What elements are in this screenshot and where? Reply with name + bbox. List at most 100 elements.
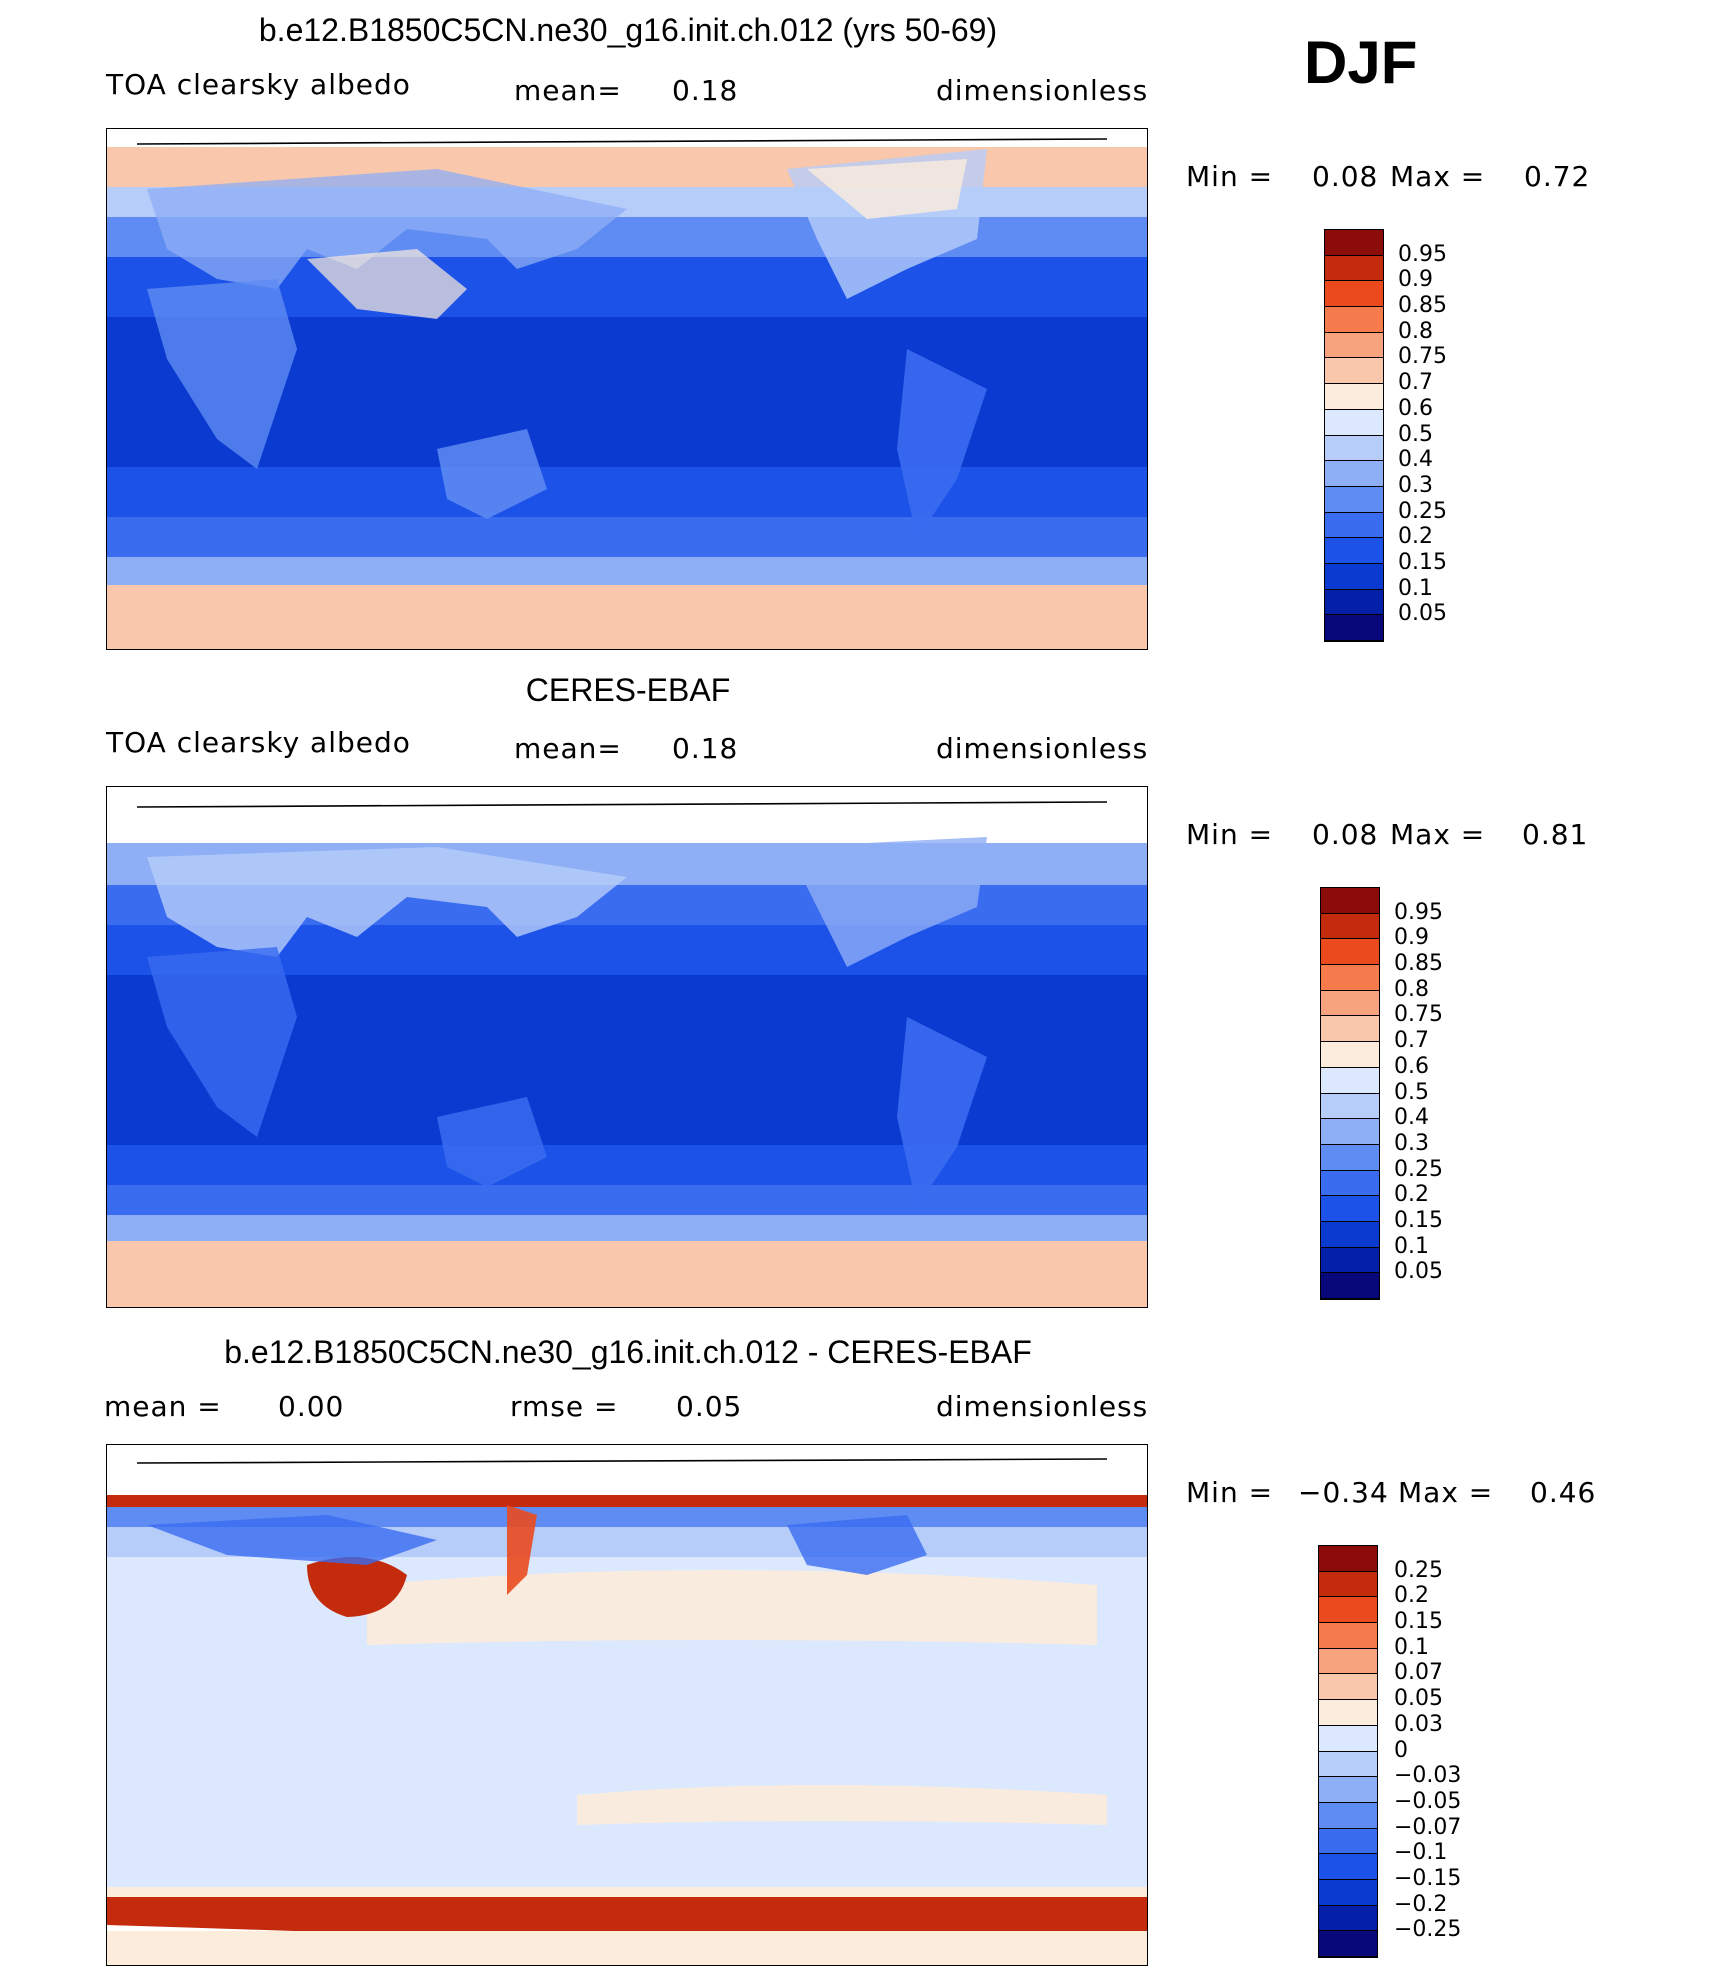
- colorbar-swatch: [1319, 1623, 1377, 1649]
- colorbar-tick-label: 0.15: [1394, 1207, 1443, 1233]
- colorbar-swatch: [1325, 409, 1383, 436]
- colorbar-tick-label: 0.05: [1398, 601, 1447, 627]
- panel2-max-label: Max =: [1390, 818, 1486, 851]
- colorbar-swatch: [1319, 1751, 1377, 1778]
- colorbar-tick-label: 0.3: [1398, 472, 1433, 498]
- colorbar-swatch: [1321, 1093, 1379, 1120]
- colorbar-tick-label: 0.85: [1394, 951, 1443, 977]
- colorbar-swatch: [1325, 461, 1383, 487]
- panel1-max-label: Max =: [1390, 160, 1486, 193]
- colorbar-swatch: [1319, 1879, 1377, 1906]
- panel3-units: dimensionless: [936, 1390, 1149, 1423]
- panel2-mean-label: mean=: [514, 732, 622, 765]
- colorbar-tick-label: 0.7: [1394, 1028, 1429, 1054]
- colorbar-tick-label: 0.4: [1394, 1105, 1429, 1131]
- colorbar-tick-label: 0.1: [1394, 1634, 1429, 1660]
- colorbar-tick-label: 0.2: [1394, 1583, 1429, 1609]
- panel2-min-label: Min =: [1186, 818, 1274, 851]
- panel2-mean-value: 0.18: [672, 732, 739, 765]
- colorbar-tick-label: 0.25: [1394, 1156, 1443, 1182]
- colorbar-swatch: [1325, 486, 1383, 513]
- colorbar-swatch: [1321, 1196, 1379, 1222]
- colorbar-tick-label: 0.95: [1394, 899, 1443, 925]
- colorbar-swatch: [1325, 589, 1383, 616]
- colorbar-tick-label: 0.03: [1394, 1711, 1443, 1737]
- colorbar-swatch: [1321, 913, 1379, 940]
- panel2-map: [106, 786, 1148, 1308]
- colorbar-swatch: [1321, 1170, 1379, 1197]
- colorbar-swatch: [1319, 1648, 1377, 1675]
- panel3-rmse-label: rmse =: [510, 1390, 619, 1423]
- colorbar-tick-label: 0.3: [1394, 1130, 1429, 1156]
- colorbar-tick-label: −0.25: [1394, 1917, 1462, 1943]
- panel1-max-value: 0.72: [1524, 160, 1591, 193]
- colorbar-tick-label: 0.75: [1394, 1002, 1443, 1028]
- colorbar-tick-label: 0.4: [1398, 447, 1433, 473]
- colorbar-swatch: [1319, 1854, 1377, 1880]
- panel1-colorbar-ticks: 0.95 0.9 0.85 0.8 0.75 0.7 0.6 0.5 0.4 0.3 0.25 0.2…: [1398, 229, 1498, 642]
- colorbar-swatch: [1325, 230, 1383, 256]
- panel2-min-value: 0.08: [1312, 818, 1379, 851]
- colorbar-tick-label: 0.8: [1398, 318, 1433, 344]
- colorbar-swatch: [1325, 307, 1383, 333]
- colorbar-tick-label: 0.2: [1394, 1182, 1429, 1208]
- panel2-units: dimensionless: [936, 732, 1149, 765]
- colorbar-swatch: [1325, 384, 1383, 410]
- colorbar-swatch: [1319, 1802, 1377, 1829]
- panel3-title: b.e12.B1850C5CN.ne30_g16.init.ch.012 - C…: [224, 1334, 1032, 1370]
- panel1-min-label: Min =: [1186, 160, 1274, 193]
- colorbar-tick-label: 0.8: [1394, 976, 1429, 1002]
- colorbar-swatch: [1321, 1144, 1379, 1171]
- season-label: DJF: [1304, 29, 1418, 96]
- colorbar-swatch: [1319, 1931, 1377, 1957]
- colorbar-swatch: [1321, 1042, 1379, 1068]
- colorbar-tick-label: 0.1: [1394, 1233, 1429, 1259]
- colorbar-swatch: [1319, 1700, 1377, 1726]
- colorbar-tick-label: −0.05: [1394, 1788, 1462, 1814]
- colorbar-swatch: [1325, 332, 1383, 359]
- colorbar-swatch: [1321, 939, 1379, 966]
- panel2-title: CERES-EBAF: [525, 672, 731, 708]
- panel3-colorbar-ticks: 0.25 0.2 0.15 0.1 0.07 0.05 0.03 0 −0.03 −0.05 −0.…: [1394, 1545, 1494, 1958]
- colorbar-swatch: [1319, 1777, 1377, 1803]
- colorbar-swatch: [1321, 1016, 1379, 1043]
- panel3-rmse-value: 0.05: [676, 1390, 743, 1423]
- colorbar-swatch: [1319, 1828, 1377, 1855]
- colorbar-tick-label: 0.2: [1398, 524, 1433, 550]
- colorbar-tick-label: 0.07: [1394, 1660, 1443, 1686]
- colorbar-swatch: [1325, 563, 1383, 590]
- colorbar-swatch: [1321, 1067, 1379, 1094]
- colorbar-swatch: [1325, 512, 1383, 539]
- panel2-map-field: [107, 787, 1147, 1307]
- colorbar-tick-label: 0: [1394, 1737, 1408, 1763]
- colorbar-tick-label: 0.95: [1398, 241, 1447, 267]
- colorbar-tick-label: −0.07: [1394, 1814, 1462, 1840]
- colorbar-tick-label: −0.15: [1394, 1865, 1462, 1891]
- colorbar-tick-label: 0.75: [1398, 344, 1447, 370]
- panel1-mean-label: mean=: [514, 74, 622, 107]
- colorbar-swatch: [1325, 435, 1383, 462]
- panel3-mean-value: 0.00: [278, 1390, 345, 1423]
- colorbar-swatch: [1321, 965, 1379, 991]
- colorbar-tick-label: 0.6: [1394, 1053, 1429, 1079]
- colorbar-tick-label: 0.9: [1394, 925, 1429, 951]
- colorbar-swatch: [1321, 1119, 1379, 1145]
- colorbar-tick-label: −0.2: [1394, 1891, 1448, 1917]
- panel3-min-label: Min =: [1186, 1476, 1274, 1509]
- colorbar-swatch: [1325, 281, 1383, 308]
- colorbar-tick-label: 0.05: [1394, 1259, 1443, 1285]
- panel2-colorbar-ticks: 0.95 0.9 0.85 0.8 0.75 0.7 0.6 0.5 0.4 0.3 0.25 0.2…: [1394, 887, 1494, 1300]
- colorbar-tick-label: 0.5: [1394, 1079, 1429, 1105]
- panel1-map: [106, 128, 1148, 650]
- colorbar-tick-label: 0.7: [1398, 370, 1433, 396]
- colorbar-swatch: [1321, 1247, 1379, 1274]
- colorbar-tick-label: −0.03: [1394, 1763, 1462, 1789]
- colorbar-swatch: [1325, 255, 1383, 282]
- colorbar-swatch: [1321, 1273, 1379, 1299]
- colorbar-tick-label: 0.25: [1398, 498, 1447, 524]
- colorbar-tick-label: 0.25: [1394, 1557, 1443, 1583]
- panel3-map: [106, 1444, 1148, 1966]
- panel1-map-field: [107, 129, 1147, 649]
- colorbar-swatch: [1319, 1905, 1377, 1932]
- panel3-min-value: −0.34: [1298, 1476, 1389, 1509]
